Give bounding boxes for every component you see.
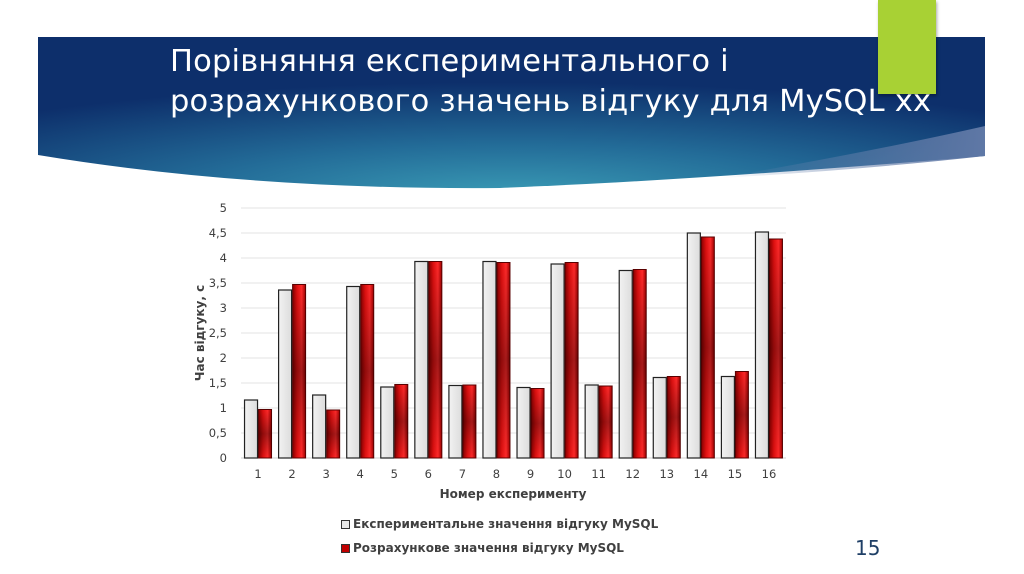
y-tick-label: 1,5 — [209, 376, 227, 390]
bar-calculated — [734, 371, 749, 459]
bar-experimental — [380, 386, 395, 459]
y-tick-label: 0 — [220, 451, 227, 465]
bar-experimental — [720, 375, 736, 459]
legend-swatch-grey — [341, 519, 350, 529]
bar-experimental — [482, 260, 497, 459]
y-tick-label: 3,5 — [209, 276, 227, 290]
chart-legend: Експериментальне значення відгуку MySQL … — [341, 512, 658, 560]
bar-experimental — [414, 260, 429, 459]
title-banner — [38, 37, 985, 189]
bar-experimental — [277, 289, 293, 459]
bar-calculated — [598, 385, 613, 459]
bar-calculated — [462, 384, 477, 459]
bar-experimental — [754, 231, 770, 459]
bar-experimental — [584, 384, 599, 459]
y-tick-label: 2 — [220, 351, 227, 365]
bar-calculated — [428, 261, 443, 459]
x-tick-label: 11 — [591, 467, 606, 481]
bar-calculated — [360, 284, 375, 459]
bar-calculated — [326, 409, 341, 459]
x-axis-label: Номер експерименту — [440, 487, 587, 501]
y-tick-label: 4,5 — [209, 226, 227, 240]
x-tick-label: 1 — [254, 467, 261, 481]
bars — [243, 231, 783, 459]
bar-calculated — [768, 238, 783, 459]
x-tick-label: 6 — [425, 467, 432, 481]
bar-experimental — [312, 394, 327, 459]
bar-calculated — [496, 262, 511, 459]
bar-experimental — [243, 399, 259, 459]
legend-item-calculated: Розрахункове значення відгуку MySQL — [341, 536, 658, 560]
bar-calculated — [564, 262, 579, 459]
bar-experimental — [448, 384, 463, 459]
x-axis-ticks: 1 2 3 4 5 6 7 8 9 10 11 12 13 14 15 16 — [254, 467, 776, 481]
title-line-2: розрахункового значень відгуку для MySQL… — [170, 84, 932, 119]
x-tick-label: 16 — [762, 467, 777, 481]
y-tick-label: 1 — [220, 401, 227, 415]
x-tick-label: 14 — [694, 467, 709, 481]
bar-calculated — [394, 384, 409, 459]
page-number: 15 — [855, 536, 881, 560]
legend-label-experimental: Експериментальне значення відгуку MySQL — [353, 517, 659, 531]
bar-experimental — [346, 285, 361, 459]
title-line-1: Порівняння експериментального і — [170, 44, 729, 79]
bar-calculated — [258, 409, 273, 459]
legend-swatch-red — [341, 543, 350, 553]
bar-calculated — [292, 284, 307, 459]
y-tick-label: 5 — [220, 201, 227, 215]
y-tick-label: 3 — [220, 301, 227, 315]
y-tick-label: 4 — [220, 251, 227, 265]
bar-experimental — [652, 376, 667, 459]
x-tick-label: 7 — [459, 467, 466, 481]
legend-item-experimental: Експериментальне значення відгуку MySQL — [341, 512, 658, 536]
bar-experimental — [618, 269, 633, 459]
x-tick-label: 9 — [527, 467, 534, 481]
x-tick-label: 13 — [659, 467, 674, 481]
bar-experimental — [550, 263, 565, 459]
y-axis-ticks: 0 0,5 1 1,5 2 2,5 3 3,5 4 4,5 5 — [209, 201, 227, 465]
y-axis-label: Час відгуку, с — [193, 285, 207, 381]
x-tick-label: 2 — [288, 467, 295, 481]
x-tick-label: 15 — [728, 467, 743, 481]
slide-title: Порівняння експериментального і розрахун… — [170, 42, 932, 122]
bar-calculated — [632, 269, 647, 459]
x-tick-label: 10 — [557, 467, 572, 481]
y-tick-label: 0,5 — [209, 426, 227, 440]
x-tick-label: 3 — [322, 467, 329, 481]
bar-calculated — [530, 388, 545, 459]
x-tick-label: 8 — [493, 467, 500, 481]
x-tick-label: 4 — [357, 467, 364, 481]
bar-calculated — [666, 376, 681, 459]
bar-experimental — [516, 386, 531, 459]
bar-calculated — [700, 236, 715, 459]
accent-bar — [878, 0, 936, 94]
x-tick-label: 12 — [625, 467, 640, 481]
bar-experimental — [686, 232, 701, 459]
y-tick-label: 2,5 — [209, 326, 227, 340]
legend-label-calculated: Розрахункове значення відгуку MySQL — [353, 541, 624, 555]
x-tick-label: 5 — [391, 467, 398, 481]
